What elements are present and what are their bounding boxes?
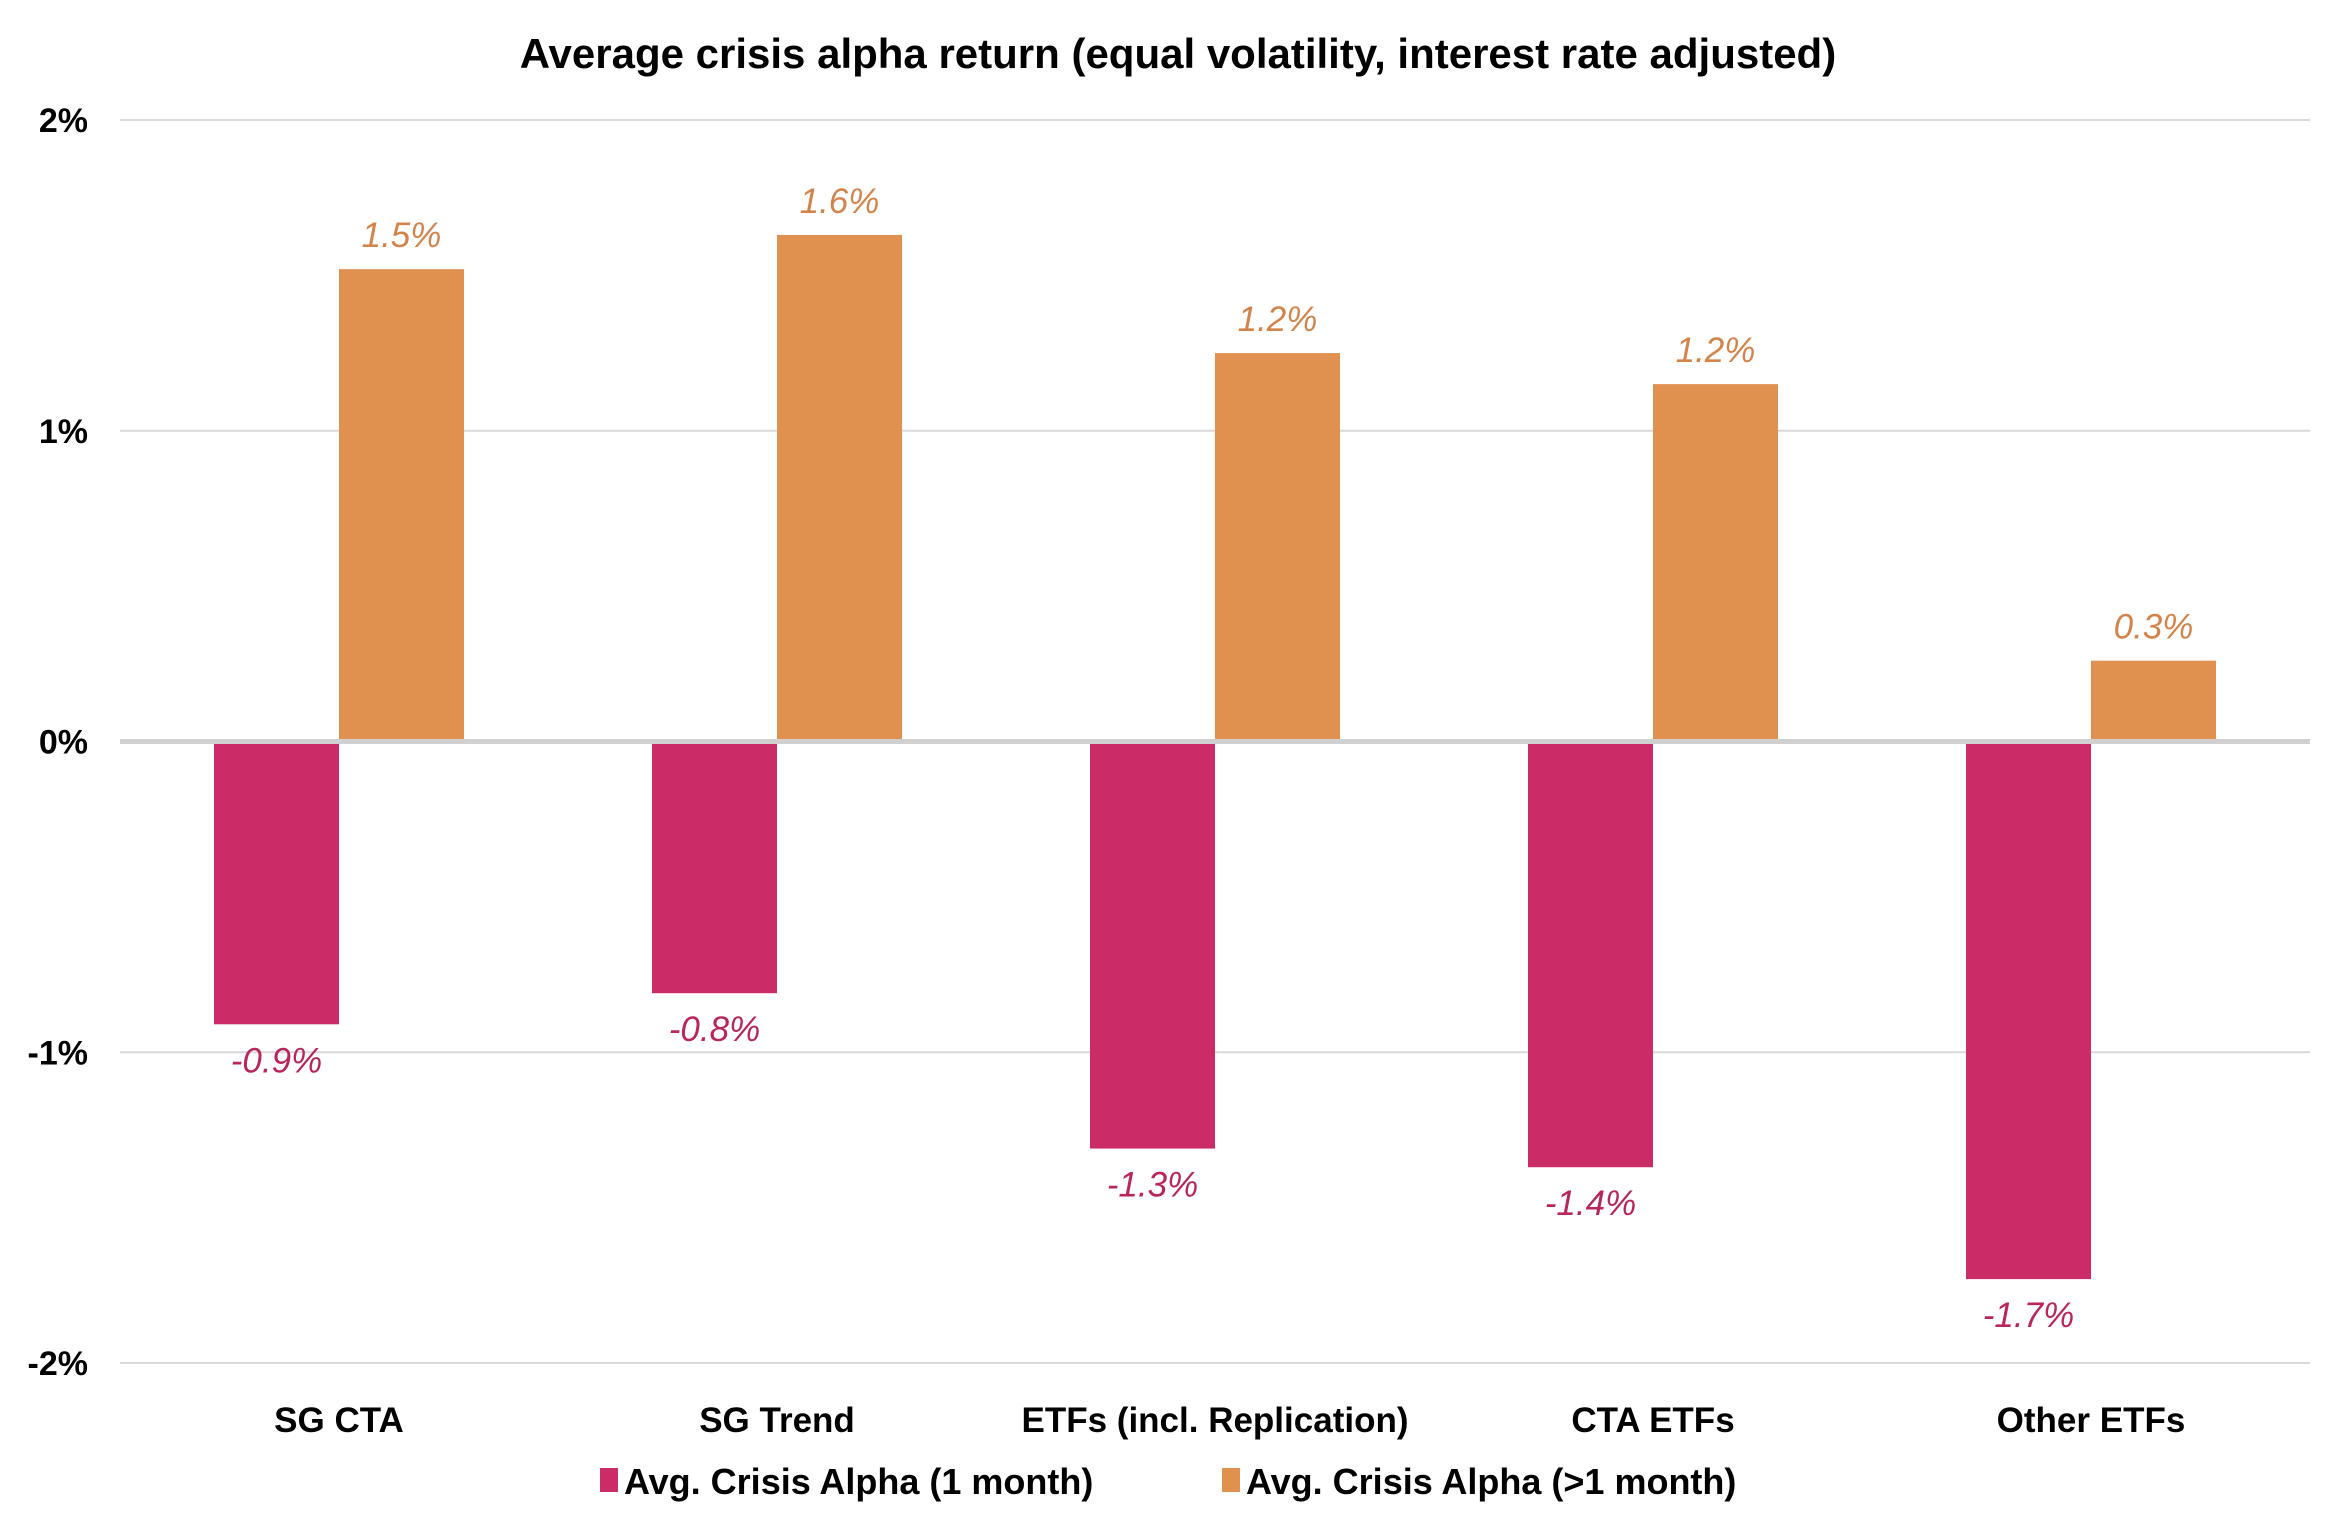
bars [214, 234, 2216, 1280]
bar-one-month-1 [652, 741, 777, 994]
bar-one-month-0 [214, 741, 339, 1025]
x-tick-label: Other ETFs [1997, 1401, 2186, 1440]
legend: Avg. Crisis Alpha (1 month) Avg. Crisis A… [600, 1461, 1736, 1502]
y-tick-label: -1% [28, 1034, 88, 1072]
data-label: 1.2% [1238, 300, 1318, 339]
bar-over-one-month-2 [1215, 353, 1340, 742]
data-label: 0.3% [2114, 608, 2194, 647]
y-tick-label: 1% [39, 413, 88, 451]
legend-item-one-month: Avg. Crisis Alpha (1 month) [600, 1461, 1093, 1502]
data-label: -1.4% [1545, 1184, 1636, 1223]
data-label: -0.9% [231, 1041, 322, 1080]
bar-over-one-month-3 [1653, 384, 1778, 742]
y-tick-label: 2% [39, 102, 88, 140]
data-label: -1.3% [1107, 1166, 1198, 1205]
y-axis-tick-labels: 2% 1% 0% -1% -2% [28, 102, 88, 1383]
legend-label: Avg. Crisis Alpha (>1 month) [1246, 1461, 1736, 1502]
legend-item-over-one-month: Avg. Crisis Alpha (>1 month) [1222, 1461, 1736, 1502]
data-labels: -0.9% 1.5% -0.8% 1.6% -1.3% 1.2% -1.4% 1.2% -1.7… [231, 182, 2194, 1335]
y-tick-label: -2% [28, 1345, 88, 1383]
x-tick-label: CTA ETFs [1571, 1401, 1734, 1440]
data-label: 1.5% [362, 216, 442, 255]
bar-over-one-month-1 [777, 234, 902, 742]
x-axis-tick-labels: SG CTA SG Trend ETFs (incl. Replication) CT… [274, 1401, 2185, 1440]
bar-one-month-3 [1528, 741, 1653, 1168]
x-tick-label: SG CTA [274, 1401, 404, 1440]
legend-label: Avg. Crisis Alpha (1 month) [624, 1461, 1093, 1502]
bar-over-one-month-4 [2091, 660, 2216, 742]
x-tick-label: SG Trend [699, 1401, 855, 1440]
data-label: -0.8% [669, 1010, 760, 1049]
data-label: 1.2% [1676, 331, 1756, 370]
x-tick-label: ETFs (incl. Replication) [1022, 1401, 1409, 1440]
bar-over-one-month-0 [339, 269, 464, 742]
bar-one-month-4 [1966, 741, 2091, 1280]
data-label: 1.6% [800, 182, 880, 221]
legend-swatch [1222, 1468, 1240, 1492]
y-tick-label: 0% [39, 724, 88, 762]
data-label: -1.7% [1983, 1296, 2074, 1335]
bar-one-month-2 [1090, 741, 1215, 1149]
chart-title: Average crisis alpha return (equal volat… [520, 30, 1836, 77]
legend-swatch [600, 1468, 618, 1492]
